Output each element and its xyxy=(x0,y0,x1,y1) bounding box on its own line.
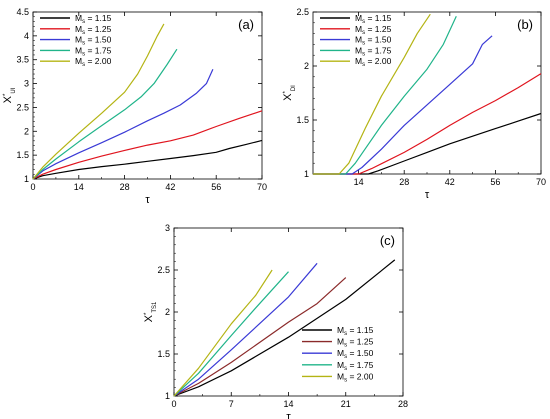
y-tick-label: 1.5 xyxy=(296,115,309,125)
legend-entry: Ms = 1.25 xyxy=(355,24,392,36)
x-tick-label: 28 xyxy=(399,177,409,187)
legend-entry: Ms = 1.50 xyxy=(75,35,112,47)
series-line-1-15 xyxy=(173,259,396,397)
x-tick-label: 14 xyxy=(283,399,293,409)
legend-entry: Ms = 1.15 xyxy=(355,13,392,25)
y-tick-label: 2.5 xyxy=(157,265,170,275)
series-line-2-00 xyxy=(173,269,273,397)
y-tick-label: 4 xyxy=(24,31,29,41)
y-tick-label: 1 xyxy=(304,169,309,179)
y-axis-label: X*UI xyxy=(2,87,17,103)
series-line-1-75 xyxy=(313,16,457,175)
plot-frame xyxy=(32,11,263,180)
series-line-1-50 xyxy=(32,69,214,180)
x-tick-label: 28 xyxy=(120,182,130,192)
series-line-1-25 xyxy=(173,277,347,397)
legend-entry: Ms = 1.15 xyxy=(337,325,374,337)
x-tick-label: 21 xyxy=(341,399,351,409)
legend-entry: Ms = 1.75 xyxy=(75,45,112,57)
x-axis-label: τ xyxy=(286,411,291,419)
panel-label: (a) xyxy=(238,17,254,32)
series-line-1-15 xyxy=(313,112,542,175)
x-tick-label: 0 xyxy=(30,182,35,192)
legend-entry: Ms = 1.75 xyxy=(355,45,392,57)
legend-entry: Ms = 2.00 xyxy=(75,56,112,68)
y-tick-label: 3 xyxy=(24,79,29,89)
y-tick-label: 2.5 xyxy=(296,7,309,17)
y-tick-label: 2.5 xyxy=(16,102,29,112)
x-tick-label: 70 xyxy=(257,182,267,192)
legend-entry: Ms = 1.50 xyxy=(337,348,374,360)
y-axis-label: X*DI xyxy=(282,85,297,101)
x-tick-label: 70 xyxy=(536,177,546,187)
y-tick-label: 4.5 xyxy=(16,7,29,17)
legend-entry: Ms = 1.15 xyxy=(75,13,112,25)
x-tick-label: 42 xyxy=(445,177,455,187)
series-line-1-75 xyxy=(32,48,178,180)
x-tick-label: 42 xyxy=(165,182,175,192)
x-axis-label: τ xyxy=(425,189,430,201)
series-line-1-25 xyxy=(32,110,263,180)
legend-entry: Ms = 1.25 xyxy=(75,24,112,36)
y-tick-label: 2 xyxy=(304,61,309,71)
x-tick-label: 7 xyxy=(229,399,234,409)
panel-label: (b) xyxy=(517,17,533,32)
y-tick-label: 1 xyxy=(165,391,170,401)
x-tick-label: 14 xyxy=(354,177,364,187)
y-tick-label: 1 xyxy=(24,174,29,184)
legend-entry: Ms = 1.50 xyxy=(355,35,392,47)
y-tick-label: 1.5 xyxy=(157,349,170,359)
legend-entry: Ms = 2.00 xyxy=(337,371,374,383)
x-tick-label: 14 xyxy=(74,182,84,192)
legend-entry: Ms = 2.00 xyxy=(355,56,392,68)
series-line-2-00 xyxy=(32,23,165,180)
series-line-1-50 xyxy=(173,262,318,397)
y-tick-label: 2 xyxy=(24,126,29,136)
y-tick-label: 1.5 xyxy=(16,150,29,160)
legend-entry: Ms = 1.75 xyxy=(337,360,374,372)
series-line-1-50 xyxy=(313,35,493,175)
legend-entry: Ms = 1.25 xyxy=(337,337,374,349)
x-tick-label: 28 xyxy=(398,399,408,409)
series-line-1-25 xyxy=(313,73,542,175)
series-line-1-15 xyxy=(32,139,263,180)
x-tick-label: 56 xyxy=(490,177,500,187)
panel-label: (c) xyxy=(380,233,395,248)
plot-frame xyxy=(312,11,542,175)
series-line-2-00 xyxy=(313,13,431,175)
y-axis-label: X*TS1 xyxy=(143,301,158,322)
y-tick-label: 3.5 xyxy=(16,55,29,65)
x-axis-label: τ xyxy=(145,194,150,206)
y-tick-label: 2 xyxy=(165,307,170,317)
y-tick-label: 3 xyxy=(165,223,170,233)
x-tick-label: 56 xyxy=(211,182,221,192)
x-tick-label: 0 xyxy=(171,399,176,409)
chart-panel-1: 0 14 28 42 56 70 1 1.5 2 2.5 3 3.5 4 4.5 τ X*UI (a) Ms = … xyxy=(2,7,267,206)
series-line-1-75 xyxy=(173,271,289,397)
